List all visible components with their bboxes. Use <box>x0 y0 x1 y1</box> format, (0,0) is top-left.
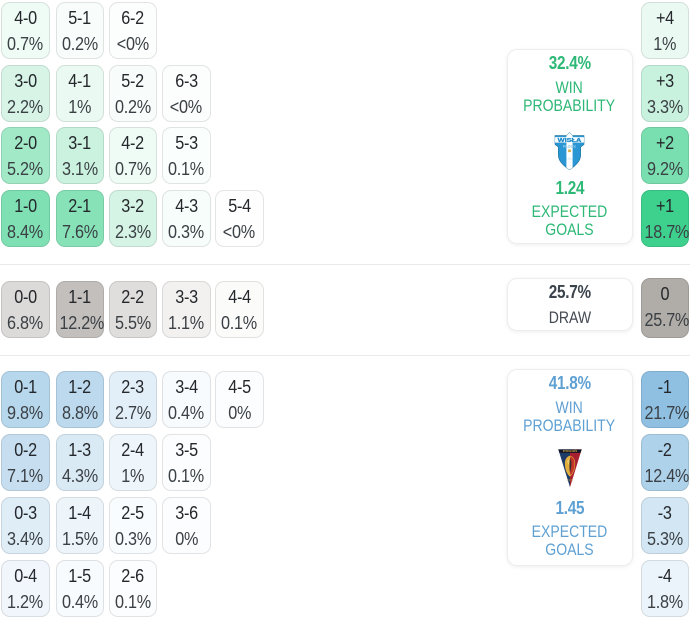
svg-text:POGOŃ: POGOŃ <box>563 449 577 453</box>
svg-text:PŁOCK: PŁOCK <box>563 143 577 148</box>
svg-text:WISŁA: WISŁA <box>558 137 582 143</box>
svg-text:1947: 1947 <box>566 156 573 160</box>
svg-text:1948: 1948 <box>567 478 573 482</box>
